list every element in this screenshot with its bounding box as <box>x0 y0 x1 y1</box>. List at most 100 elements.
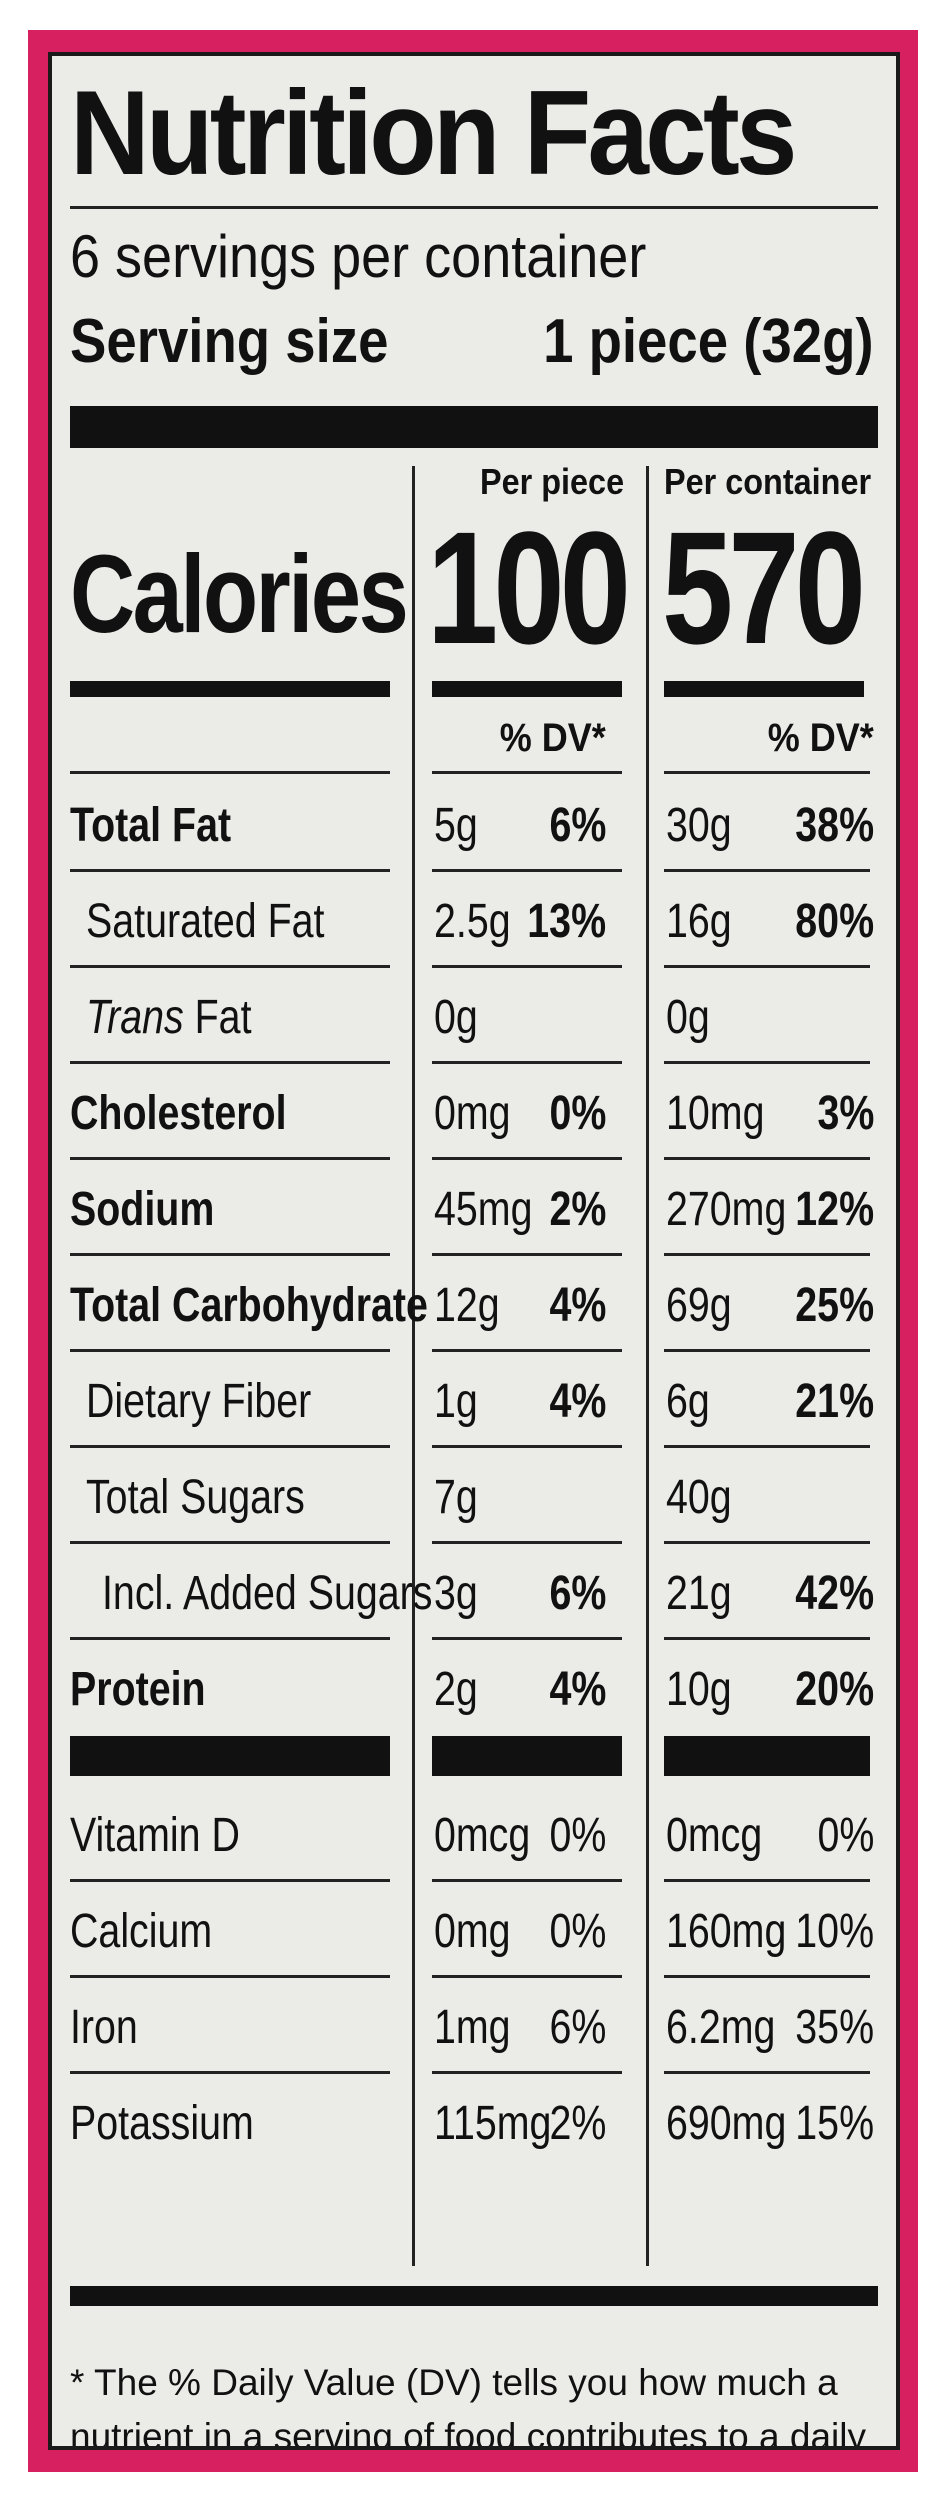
per-piece-underline <box>432 681 622 697</box>
thick-divider <box>70 1736 390 1776</box>
divider <box>432 1157 622 1160</box>
divider <box>664 771 870 774</box>
per-container-dv-heading: % DV* <box>767 716 874 760</box>
per-piece-amount: 1g <box>434 1375 478 1428</box>
nutrient-row: Trans Fat 0g 0g <box>52 968 896 1064</box>
nutrient-row: Dietary Fiber 1g 4% 6g 21% <box>52 1352 896 1448</box>
divider <box>664 1349 870 1352</box>
calories-underline <box>70 681 390 697</box>
per-piece-dv: 0% <box>549 1087 606 1140</box>
divider <box>664 869 870 872</box>
per-container-dv: 25% <box>795 1279 874 1332</box>
nutrient-name: Incl. Added Sugars <box>102 1567 433 1620</box>
per-piece-dv: 4% <box>549 1375 606 1428</box>
per-container-heading: Per container <box>664 461 872 502</box>
divider <box>432 2071 622 2074</box>
daily-value-footnote: * The % Daily Value (DV) tells you how m… <box>70 2362 866 2450</box>
divider <box>70 2071 390 2074</box>
per-container-amount: 270mg <box>666 1183 787 1236</box>
divider <box>432 1975 622 1978</box>
per-piece-dv: 6% <box>549 799 606 852</box>
nutrient-name: Saturated Fat <box>86 895 325 948</box>
per-container-underline <box>664 681 864 697</box>
divider <box>664 1879 870 1882</box>
per-container-dv: 42% <box>795 1567 874 1620</box>
servings-per-container: 6 servings per container <box>70 223 647 290</box>
per-container-amount: 10g <box>666 1663 732 1716</box>
per-piece-calories: 100 <box>427 498 631 677</box>
per-piece-amount: 7g <box>434 1471 478 1524</box>
nutrient-row: Incl. Added Sugars 3g 6% 21g 42% <box>52 1544 896 1640</box>
per-container-dv: 12% <box>795 1183 874 1236</box>
per-container-amount: 6.2mg <box>666 2001 776 2054</box>
divider <box>432 1253 622 1256</box>
nutrient-name: Calcium <box>70 1905 213 1958</box>
vitamin-row: Iron 1mg 6% 6.2mg 35% <box>52 1978 896 2074</box>
per-container-calories: 570 <box>662 498 866 677</box>
nutrient-row: Total Sugars 7g 40g <box>52 1448 896 1544</box>
per-piece-dv: 2% <box>549 2097 606 2150</box>
nutrient-name: Trans Fat <box>86 991 252 1044</box>
per-piece-dv: 0% <box>549 1905 606 1958</box>
divider <box>70 771 390 774</box>
per-piece-amount: 0mg <box>434 1087 511 1140</box>
per-piece-heading: Per piece <box>480 461 625 502</box>
nutrient-row: Total Carbohydrate 12g 4% 69g 25% <box>52 1256 896 1352</box>
per-piece-amount: 0mcg <box>434 1809 531 1862</box>
per-container-amount: 690mg <box>666 2097 787 2150</box>
nutrient-name: Total Fat <box>70 799 232 852</box>
per-piece-amount: 0mg <box>434 1905 511 1958</box>
divider <box>432 1879 622 1882</box>
nutrient-row: Cholesterol 0mg 0% 10mg 3% <box>52 1064 896 1160</box>
per-piece-amount: 2.5g <box>434 895 511 948</box>
per-container-amount: 21g <box>666 1567 732 1620</box>
divider <box>664 1637 870 1640</box>
vitamin-row: Potassium 115mg 2% 690mg 15% <box>52 2074 896 2170</box>
divider <box>432 1061 622 1064</box>
per-container-amount: 40g <box>666 1471 732 1524</box>
divider <box>70 1349 390 1352</box>
divider <box>70 1541 390 1544</box>
per-container-amount: 10mg <box>666 1087 765 1140</box>
nutrient-row: Protein 2g 4% 10g 20% <box>52 1640 896 1736</box>
divider <box>70 869 390 872</box>
per-container-amount: 6g <box>666 1375 710 1428</box>
thick-divider <box>664 1736 870 1776</box>
divider <box>432 771 622 774</box>
per-piece-amount: 12g <box>434 1279 500 1332</box>
per-piece-amount: 45mg <box>434 1183 533 1236</box>
divider <box>432 965 622 968</box>
serving-size-label: Serving size <box>70 307 389 376</box>
nutrient-name-italic: Trans <box>86 991 184 1044</box>
label-title: Nutrition Facts <box>70 66 797 200</box>
vitamin-row: Calcium 0mg 0% 160mg 10% <box>52 1882 896 1978</box>
per-piece-amount: 115mg <box>434 2097 552 2150</box>
per-piece-dv-heading: % DV* <box>499 716 606 760</box>
thick-divider <box>70 406 878 448</box>
divider <box>664 1157 870 1160</box>
nutrient-name: Protein <box>70 1663 206 1716</box>
calories-label: Calories <box>70 533 409 656</box>
divider <box>664 1445 870 1448</box>
divider <box>70 1253 390 1256</box>
nutrient-row: Sodium 45mg 2% 270mg 12% <box>52 1160 896 1256</box>
per-piece-dv: 13% <box>527 895 606 948</box>
divider <box>70 1879 390 1882</box>
per-piece-amount: 1mg <box>434 2001 511 2054</box>
divider <box>432 869 622 872</box>
nutrient-row: Saturated Fat 2.5g 13% 16g 80% <box>52 872 896 968</box>
per-container-dv: 0% <box>817 1809 874 1862</box>
per-piece-amount: 3g <box>434 1567 478 1620</box>
nutrient-name: Sodium <box>70 1183 215 1236</box>
per-piece-amount: 2g <box>434 1663 478 1716</box>
vitamin-row: Vitamin D 0mcg 0% 0mcg 0% <box>52 1786 896 1882</box>
nutrient-name: Cholesterol <box>70 1087 287 1140</box>
divider <box>664 1975 870 1978</box>
divider <box>70 1975 390 1978</box>
per-piece-amount: 5g <box>434 799 478 852</box>
thick-divider <box>432 1736 622 1776</box>
per-container-dv: 35% <box>795 2001 874 2054</box>
nutrient-name: Dietary Fiber <box>86 1375 312 1428</box>
per-container-amount: 69g <box>666 1279 732 1332</box>
per-container-amount: 0g <box>666 991 710 1044</box>
